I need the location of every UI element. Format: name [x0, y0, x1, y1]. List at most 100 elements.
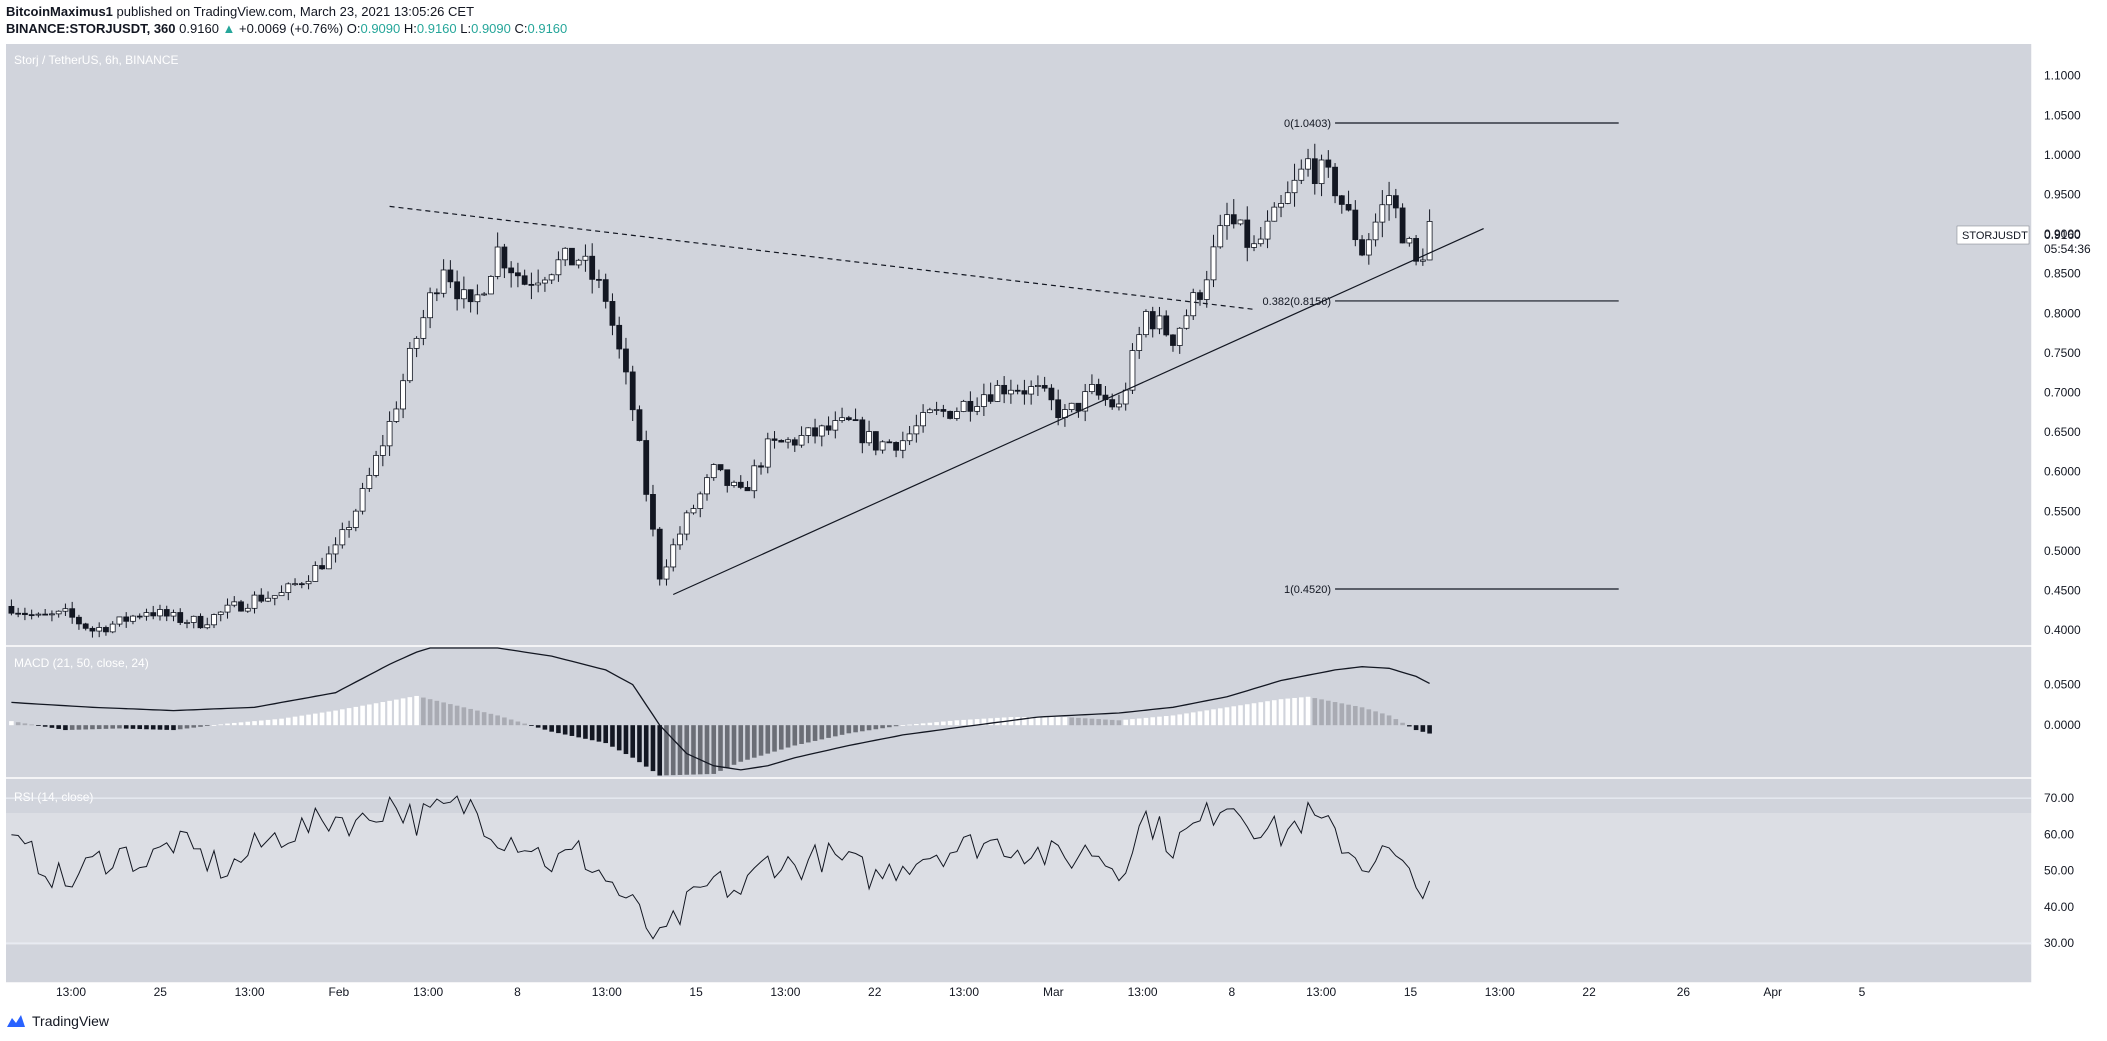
candle [582, 244, 589, 272]
macd-histogram-bar [1386, 715, 1392, 726]
macd-histogram-bar [258, 720, 264, 726]
macd-histogram-bar [427, 699, 433, 726]
macd-histogram-bar [380, 702, 386, 726]
macd-histogram-bar [1393, 719, 1399, 726]
candle-body [440, 269, 447, 294]
time-tick-1: 25 [154, 985, 168, 999]
candle [460, 276, 467, 309]
macd-histogram-bar [853, 725, 858, 733]
time-tick-19: Apr [1763, 985, 1782, 999]
macd-histogram-bar [117, 725, 122, 729]
tradingview-logo[interactable]: TradingView [6, 1013, 109, 1029]
candle [96, 622, 103, 638]
candle-body [1298, 168, 1305, 181]
rsi-tick-4: 30.00 [2044, 936, 2074, 950]
author-name[interactable]: BitcoinMaximus1 [6, 4, 113, 19]
candle [1257, 226, 1264, 247]
candle [1352, 200, 1359, 247]
candle [346, 520, 352, 538]
time-tick-8: 13:00 [770, 985, 800, 999]
candle-body [487, 276, 494, 295]
candle-body [197, 615, 204, 629]
candle-body [474, 294, 481, 303]
candle-body [251, 594, 258, 609]
candle [379, 434, 386, 467]
price-change: +0.0069 (+0.76%) [239, 21, 344, 36]
candle-body [535, 282, 542, 286]
macd-histogram-bar [839, 725, 845, 735]
candle [650, 484, 656, 537]
candle [697, 491, 704, 518]
candle [298, 581, 305, 589]
candle-body [690, 508, 697, 514]
macd-histogram-bar [502, 717, 507, 726]
candle [636, 405, 643, 442]
candle [683, 510, 690, 541]
candle [1129, 343, 1136, 395]
macd-histogram-bar [42, 725, 48, 727]
candle-body [960, 400, 967, 412]
candle [920, 404, 927, 433]
candle-body [346, 527, 352, 531]
macd-histogram-bar [448, 704, 453, 726]
candle-body [1406, 238, 1413, 244]
macd-histogram-bar [56, 725, 61, 729]
candle [899, 431, 906, 459]
macd-histogram-bar [583, 725, 588, 739]
macd-histogram-bar [1373, 711, 1378, 726]
candle [1392, 188, 1399, 219]
candle [1035, 375, 1041, 396]
candle [1197, 289, 1203, 306]
candle [839, 407, 845, 423]
price-axis[interactable]: 1.1000 1.0500 1.0000 0.9500 0.9000 0.8500 0.80… [2044, 69, 2081, 951]
time-tick-0: 13:00 [56, 985, 86, 999]
candle-body [366, 474, 373, 489]
candle [569, 247, 575, 266]
time-tick-6: 13:00 [592, 985, 622, 999]
candle [447, 260, 454, 289]
macd-histogram-bar [596, 725, 602, 742]
candle-body [312, 565, 319, 582]
macd-histogram-bar [238, 722, 244, 726]
candle [947, 410, 954, 420]
macd-histogram-bar [1055, 717, 1061, 726]
macd-histogram-bar [549, 725, 554, 732]
macd-line [11, 647, 1430, 771]
candle [872, 431, 879, 456]
macd-histogram-bar [225, 723, 230, 726]
macd-histogram-bar [198, 725, 203, 727]
price-tick-5: 0.8500 [2044, 267, 2081, 281]
macd-histogram-bar [1305, 696, 1311, 726]
candle [244, 603, 251, 613]
macd-histogram-bar [461, 707, 467, 726]
price-tick-7: 0.7500 [2044, 346, 2081, 360]
macd-histogram-bar [1163, 716, 1169, 726]
candle-body [1183, 315, 1190, 329]
candle-body [825, 425, 832, 431]
candle [1055, 389, 1062, 426]
close-value: 0.9160 [527, 21, 568, 36]
candle [1386, 181, 1392, 221]
candle-body [663, 566, 670, 580]
candle [28, 609, 35, 620]
candle-body [1413, 238, 1419, 262]
macd-histogram-bar [177, 725, 183, 730]
macd-histogram-bar [819, 725, 825, 740]
high-value: 0.9160 [416, 21, 457, 36]
candle [406, 342, 413, 384]
candle [994, 380, 1001, 402]
candle [319, 557, 325, 570]
time-tick-15: 15 [1404, 985, 1418, 999]
candle-body [893, 442, 899, 451]
candle-body [244, 607, 251, 612]
time-axis[interactable]: 13:00 25 13:00 Feb 13:00 8 13:00 15 13:00 22 13:00… [56, 985, 1866, 999]
candle [339, 522, 346, 549]
macd-histogram-bar [1231, 706, 1237, 726]
candle [974, 397, 981, 416]
macd-histogram-bar [279, 718, 284, 726]
candle [305, 575, 312, 590]
macd-histogram-bar [927, 722, 933, 726]
candle-body [677, 533, 683, 546]
macd-histogram-bar [69, 725, 75, 730]
